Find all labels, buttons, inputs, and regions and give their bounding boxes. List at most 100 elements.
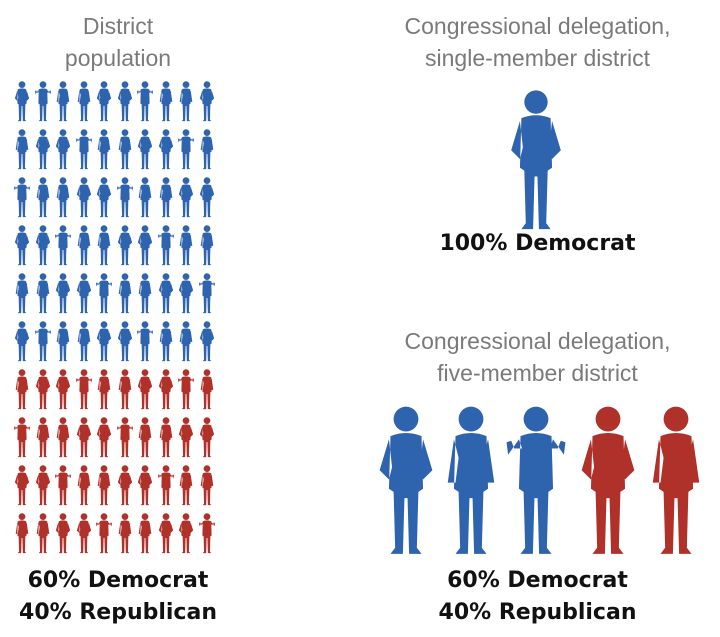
person-silhouette-icon (179, 81, 193, 122)
person-silhouette-icon (55, 369, 71, 410)
person-silhouette-icon (137, 225, 153, 266)
person-silhouette-icon (97, 129, 111, 170)
person-silhouette-icon (96, 177, 112, 218)
person-silhouette-icon (36, 273, 49, 314)
population-result-democrat: 60% Democrat (27, 568, 209, 593)
five-member-result-republican: 40% Republican (438, 600, 637, 625)
person-silhouette-icon (179, 465, 193, 506)
person-silhouette-icon (157, 465, 174, 506)
person-silhouette-icon (35, 129, 50, 170)
person-silhouette-icon (137, 81, 153, 122)
person-silhouette-icon (158, 513, 173, 554)
person-silhouette-icon (35, 369, 50, 410)
person-silhouette-icon (77, 321, 90, 362)
person-silhouette-icon (200, 129, 213, 170)
person-silhouette-icon (96, 513, 112, 554)
person-silhouette-icon (55, 513, 71, 554)
person-silhouette-icon (511, 90, 561, 230)
person-silhouette-icon (178, 273, 194, 314)
person-silhouette-icon (56, 81, 70, 122)
person-silhouette-icon (76, 417, 91, 458)
population-result-republican: 40% Republican (19, 600, 217, 625)
single-member-title-line1: Congressional delegation, (404, 13, 671, 39)
person-silhouette-icon (116, 417, 133, 458)
five-member-title-line1: Congressional delegation, (404, 328, 671, 354)
person-silhouette-icon (14, 417, 30, 458)
person-silhouette-icon (96, 417, 112, 458)
person-silhouette-icon (379, 406, 433, 554)
person-silhouette-icon (15, 369, 29, 410)
person-silhouette-icon (117, 465, 132, 506)
person-silhouette-icon (36, 513, 49, 554)
person-silhouette-icon (199, 417, 214, 458)
person-silhouette-icon (118, 273, 131, 314)
person-silhouette-icon (97, 369, 111, 410)
person-silhouette-icon (137, 369, 153, 410)
person-silhouette-icon (138, 417, 152, 458)
person-silhouette-icon (15, 513, 29, 554)
person-silhouette-icon (55, 129, 71, 170)
person-silhouette-icon (179, 321, 193, 362)
person-silhouette-icon (198, 513, 215, 554)
five-member-result-democrat: 60% Democrat (447, 568, 628, 593)
person-silhouette-icon (14, 177, 30, 218)
person-silhouette-icon (138, 177, 152, 218)
person-silhouette-icon (652, 406, 700, 554)
person-silhouette-icon (158, 273, 173, 314)
population-title-line1: District (82, 13, 154, 39)
person-silhouette-icon (178, 513, 194, 554)
person-silhouette-icon (55, 273, 71, 314)
five-member-title: Congressional delegation, five-member di… (370, 325, 705, 389)
person-silhouette-icon (56, 177, 70, 218)
person-silhouette-icon (77, 225, 90, 266)
person-silhouette-icon (158, 129, 173, 170)
person-silhouette-icon (77, 465, 90, 506)
person-silhouette-icon (15, 129, 29, 170)
person-silhouette-icon (159, 417, 172, 458)
person-silhouette-icon (117, 321, 132, 362)
person-silhouette-icon (117, 81, 132, 122)
person-silhouette-icon (35, 225, 50, 266)
person-silhouette-icon (118, 369, 131, 410)
person-silhouette-icon (97, 465, 111, 506)
person-silhouette-icon (34, 321, 51, 362)
person-silhouette-icon (75, 129, 92, 170)
person-silhouette-icon (198, 273, 215, 314)
five-member-result: 60% Democrat 40% Republican (370, 565, 705, 629)
person-silhouette-icon (118, 513, 131, 554)
five-member-title-line2: five-member district (437, 360, 638, 386)
person-silhouette-icon (14, 81, 30, 122)
person-silhouette-icon (116, 177, 133, 218)
person-silhouette-icon (178, 129, 194, 170)
person-silhouette-icon (96, 273, 112, 314)
person-silhouette-icon (56, 417, 70, 458)
person-silhouette-icon (55, 465, 71, 506)
person-silhouette-icon (96, 321, 112, 362)
person-silhouette-icon (158, 369, 173, 410)
person-silhouette-icon (199, 81, 214, 122)
person-silhouette-icon (55, 225, 71, 266)
person-silhouette-icon (137, 129, 153, 170)
person-silhouette-icon (117, 225, 132, 266)
person-silhouette-icon (447, 406, 495, 554)
person-silhouette-icon (581, 406, 635, 554)
person-silhouette-icon (200, 225, 213, 266)
person-silhouette-icon (15, 273, 29, 314)
person-silhouette-icon (118, 129, 131, 170)
person-silhouette-icon (14, 465, 30, 506)
person-silhouette-icon (36, 177, 49, 218)
person-silhouette-icon (75, 369, 92, 410)
person-silhouette-icon (35, 465, 50, 506)
person-silhouette-icon (178, 369, 194, 410)
population-result: 60% Democrat 40% Republican (18, 565, 218, 629)
person-silhouette-icon (159, 81, 172, 122)
person-silhouette-icon (506, 406, 566, 554)
person-silhouette-icon (76, 513, 91, 554)
population-title: District population (18, 10, 218, 74)
person-silhouette-icon (96, 81, 112, 122)
person-silhouette-icon (137, 465, 153, 506)
single-member-title-line2: single-member district (425, 45, 650, 71)
person-silhouette-icon (138, 513, 152, 554)
person-silhouette-icon (199, 321, 214, 362)
person-silhouette-icon (159, 177, 172, 218)
